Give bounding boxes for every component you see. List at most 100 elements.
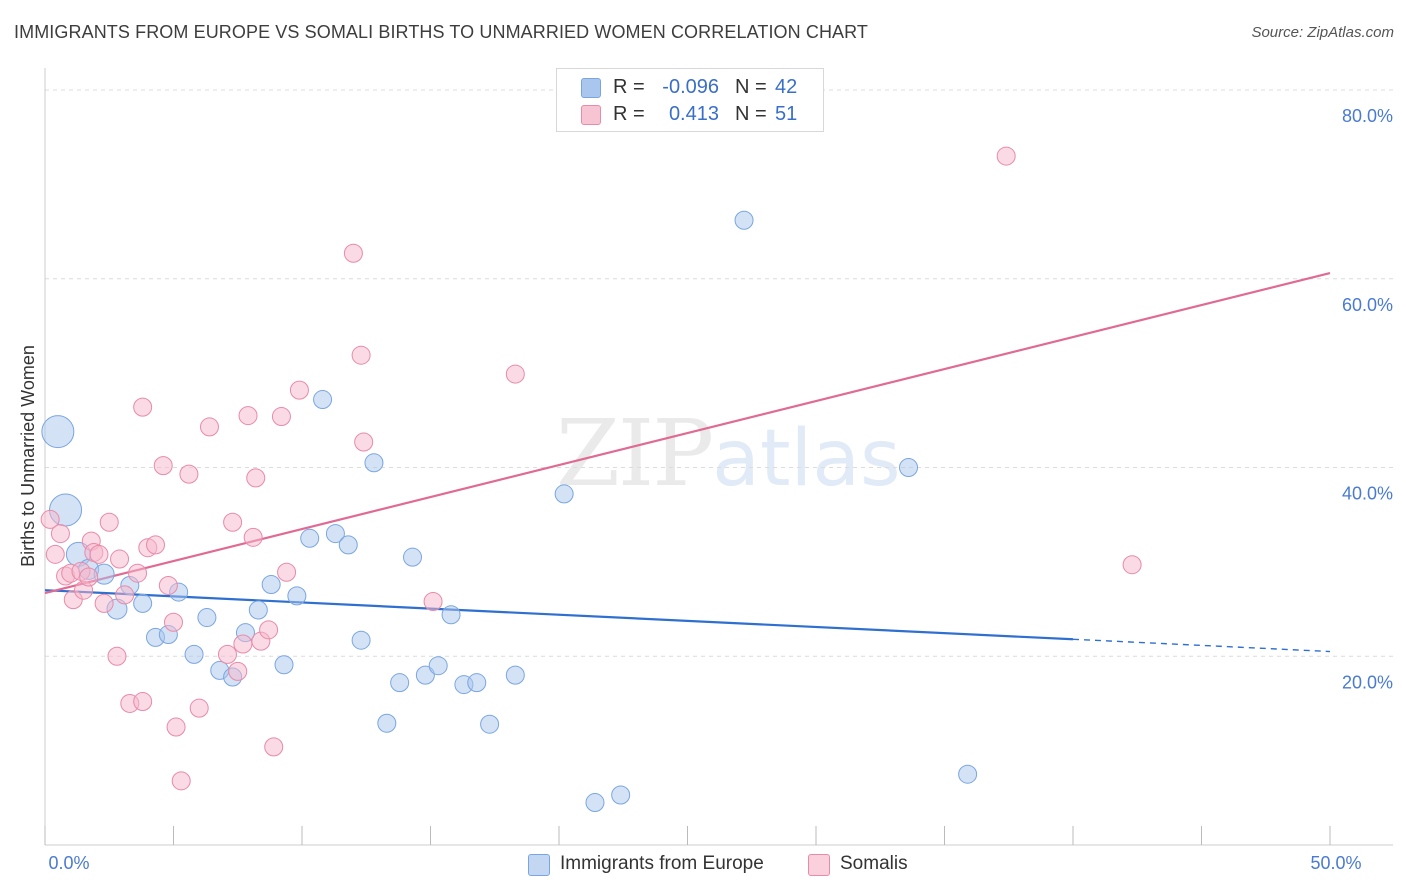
somali-point — [271, 407, 291, 427]
somali-point — [189, 698, 209, 718]
somali-point — [354, 432, 374, 452]
europe-point — [261, 575, 281, 595]
europe-point — [899, 458, 919, 477]
somali-point — [259, 620, 279, 640]
europe-point — [505, 665, 525, 685]
europe-point — [313, 390, 333, 410]
somali-point — [1122, 555, 1142, 575]
somali-point — [158, 575, 178, 595]
somali-point — [115, 585, 135, 605]
europe-point — [467, 673, 487, 693]
somali-point — [110, 549, 130, 569]
tick-labels: 20.0% 40.0% 60.0% 80.0% 0.0% 50.0% — [48, 106, 1393, 873]
legend-row-somalis: R = 0.413 N = 51 — [557, 101, 823, 129]
somali-point — [94, 593, 114, 613]
somali-point — [246, 468, 266, 488]
trend-lines — [44, 272, 1331, 653]
europe-point — [197, 608, 217, 628]
europe-point — [403, 547, 423, 567]
europe-point — [611, 785, 631, 805]
somalis-swatch-icon — [581, 105, 601, 125]
somali-point — [343, 243, 363, 263]
watermark-zip: ZIP — [556, 400, 714, 507]
europe-point — [390, 673, 410, 693]
somali-point — [199, 417, 219, 437]
series-legend: Immigrants from Europe Somalis — [0, 852, 1406, 878]
europe-point — [338, 535, 358, 555]
somali-point — [351, 345, 371, 365]
europe-point — [364, 453, 384, 473]
legend-row-europe: R = -0.096 N = 42 — [557, 74, 823, 102]
data-points — [40, 146, 1142, 813]
somali-point — [233, 634, 253, 654]
somalis-legend-icon — [808, 854, 830, 876]
europe-point — [441, 605, 461, 625]
europe-legend-icon — [528, 854, 550, 876]
gridlines — [45, 89, 1393, 657]
somali-point — [223, 512, 243, 532]
somali-trend-line — [44, 272, 1331, 595]
somali-point — [128, 563, 148, 583]
x-tick-label: 50.0% — [1310, 853, 1361, 873]
somali-point — [996, 146, 1016, 166]
y-tick-label: 20.0% — [1342, 672, 1393, 692]
europe-trend-line — [44, 589, 1074, 641]
somali-point — [171, 771, 191, 791]
europe-trend-extension — [1072, 638, 1331, 653]
n-label: N = — [735, 76, 767, 98]
somali-point — [238, 406, 258, 426]
somali-point — [153, 456, 173, 476]
somali-point — [50, 524, 70, 544]
n-label: N = — [735, 103, 767, 125]
europe-point — [300, 528, 320, 548]
r-value: -0.096 — [662, 76, 719, 98]
europe-point — [415, 665, 435, 685]
watermark-atlas: atlas — [712, 414, 901, 504]
europe-point — [41, 415, 75, 449]
watermark: ZIPatlas — [556, 400, 901, 507]
x-tick-label: 0.0% — [48, 853, 89, 873]
somali-point — [423, 592, 443, 612]
r-label: R = — [613, 103, 645, 125]
y-tick-label: 40.0% — [1342, 484, 1393, 504]
somali-point — [79, 567, 99, 587]
n-value: 42 — [775, 76, 798, 98]
somali-point — [166, 717, 186, 737]
europe-point — [248, 600, 268, 620]
europe-point — [274, 655, 294, 675]
somali-point — [164, 612, 183, 632]
somali-point — [146, 535, 166, 555]
source-credit[interactable]: Source: ZipAtlas.com — [1251, 24, 1394, 41]
europe-swatch-icon — [581, 78, 601, 98]
y-tick-label: 80.0% — [1342, 106, 1393, 126]
somali-point — [45, 544, 65, 564]
somali-point — [243, 527, 263, 547]
somali-point — [289, 380, 309, 400]
europe-point — [958, 764, 978, 784]
europe-point — [133, 593, 153, 613]
somali-point — [133, 692, 153, 712]
somali-point — [228, 661, 248, 681]
europe-point — [287, 586, 307, 606]
somali-point — [99, 512, 119, 532]
somali-point — [264, 737, 284, 757]
somali-point — [40, 509, 60, 529]
europe-point — [325, 524, 345, 544]
y-axis-title: Births to Unmarried Women — [18, 345, 38, 567]
somali-point — [107, 646, 127, 666]
r-label: R = — [613, 76, 645, 98]
axes — [44, 68, 1393, 846]
somali-point — [89, 544, 109, 564]
europe-point — [554, 484, 574, 504]
europe-point — [734, 210, 754, 230]
legend-label: Immigrants from Europe — [560, 853, 764, 874]
somali-point — [505, 364, 525, 384]
europe-point — [184, 644, 204, 664]
somali-point — [217, 644, 237, 664]
europe-point — [480, 714, 500, 734]
n-value: 51 — [775, 103, 798, 125]
europe-point — [428, 656, 448, 676]
europe-point — [351, 630, 371, 650]
somali-point — [179, 464, 199, 484]
